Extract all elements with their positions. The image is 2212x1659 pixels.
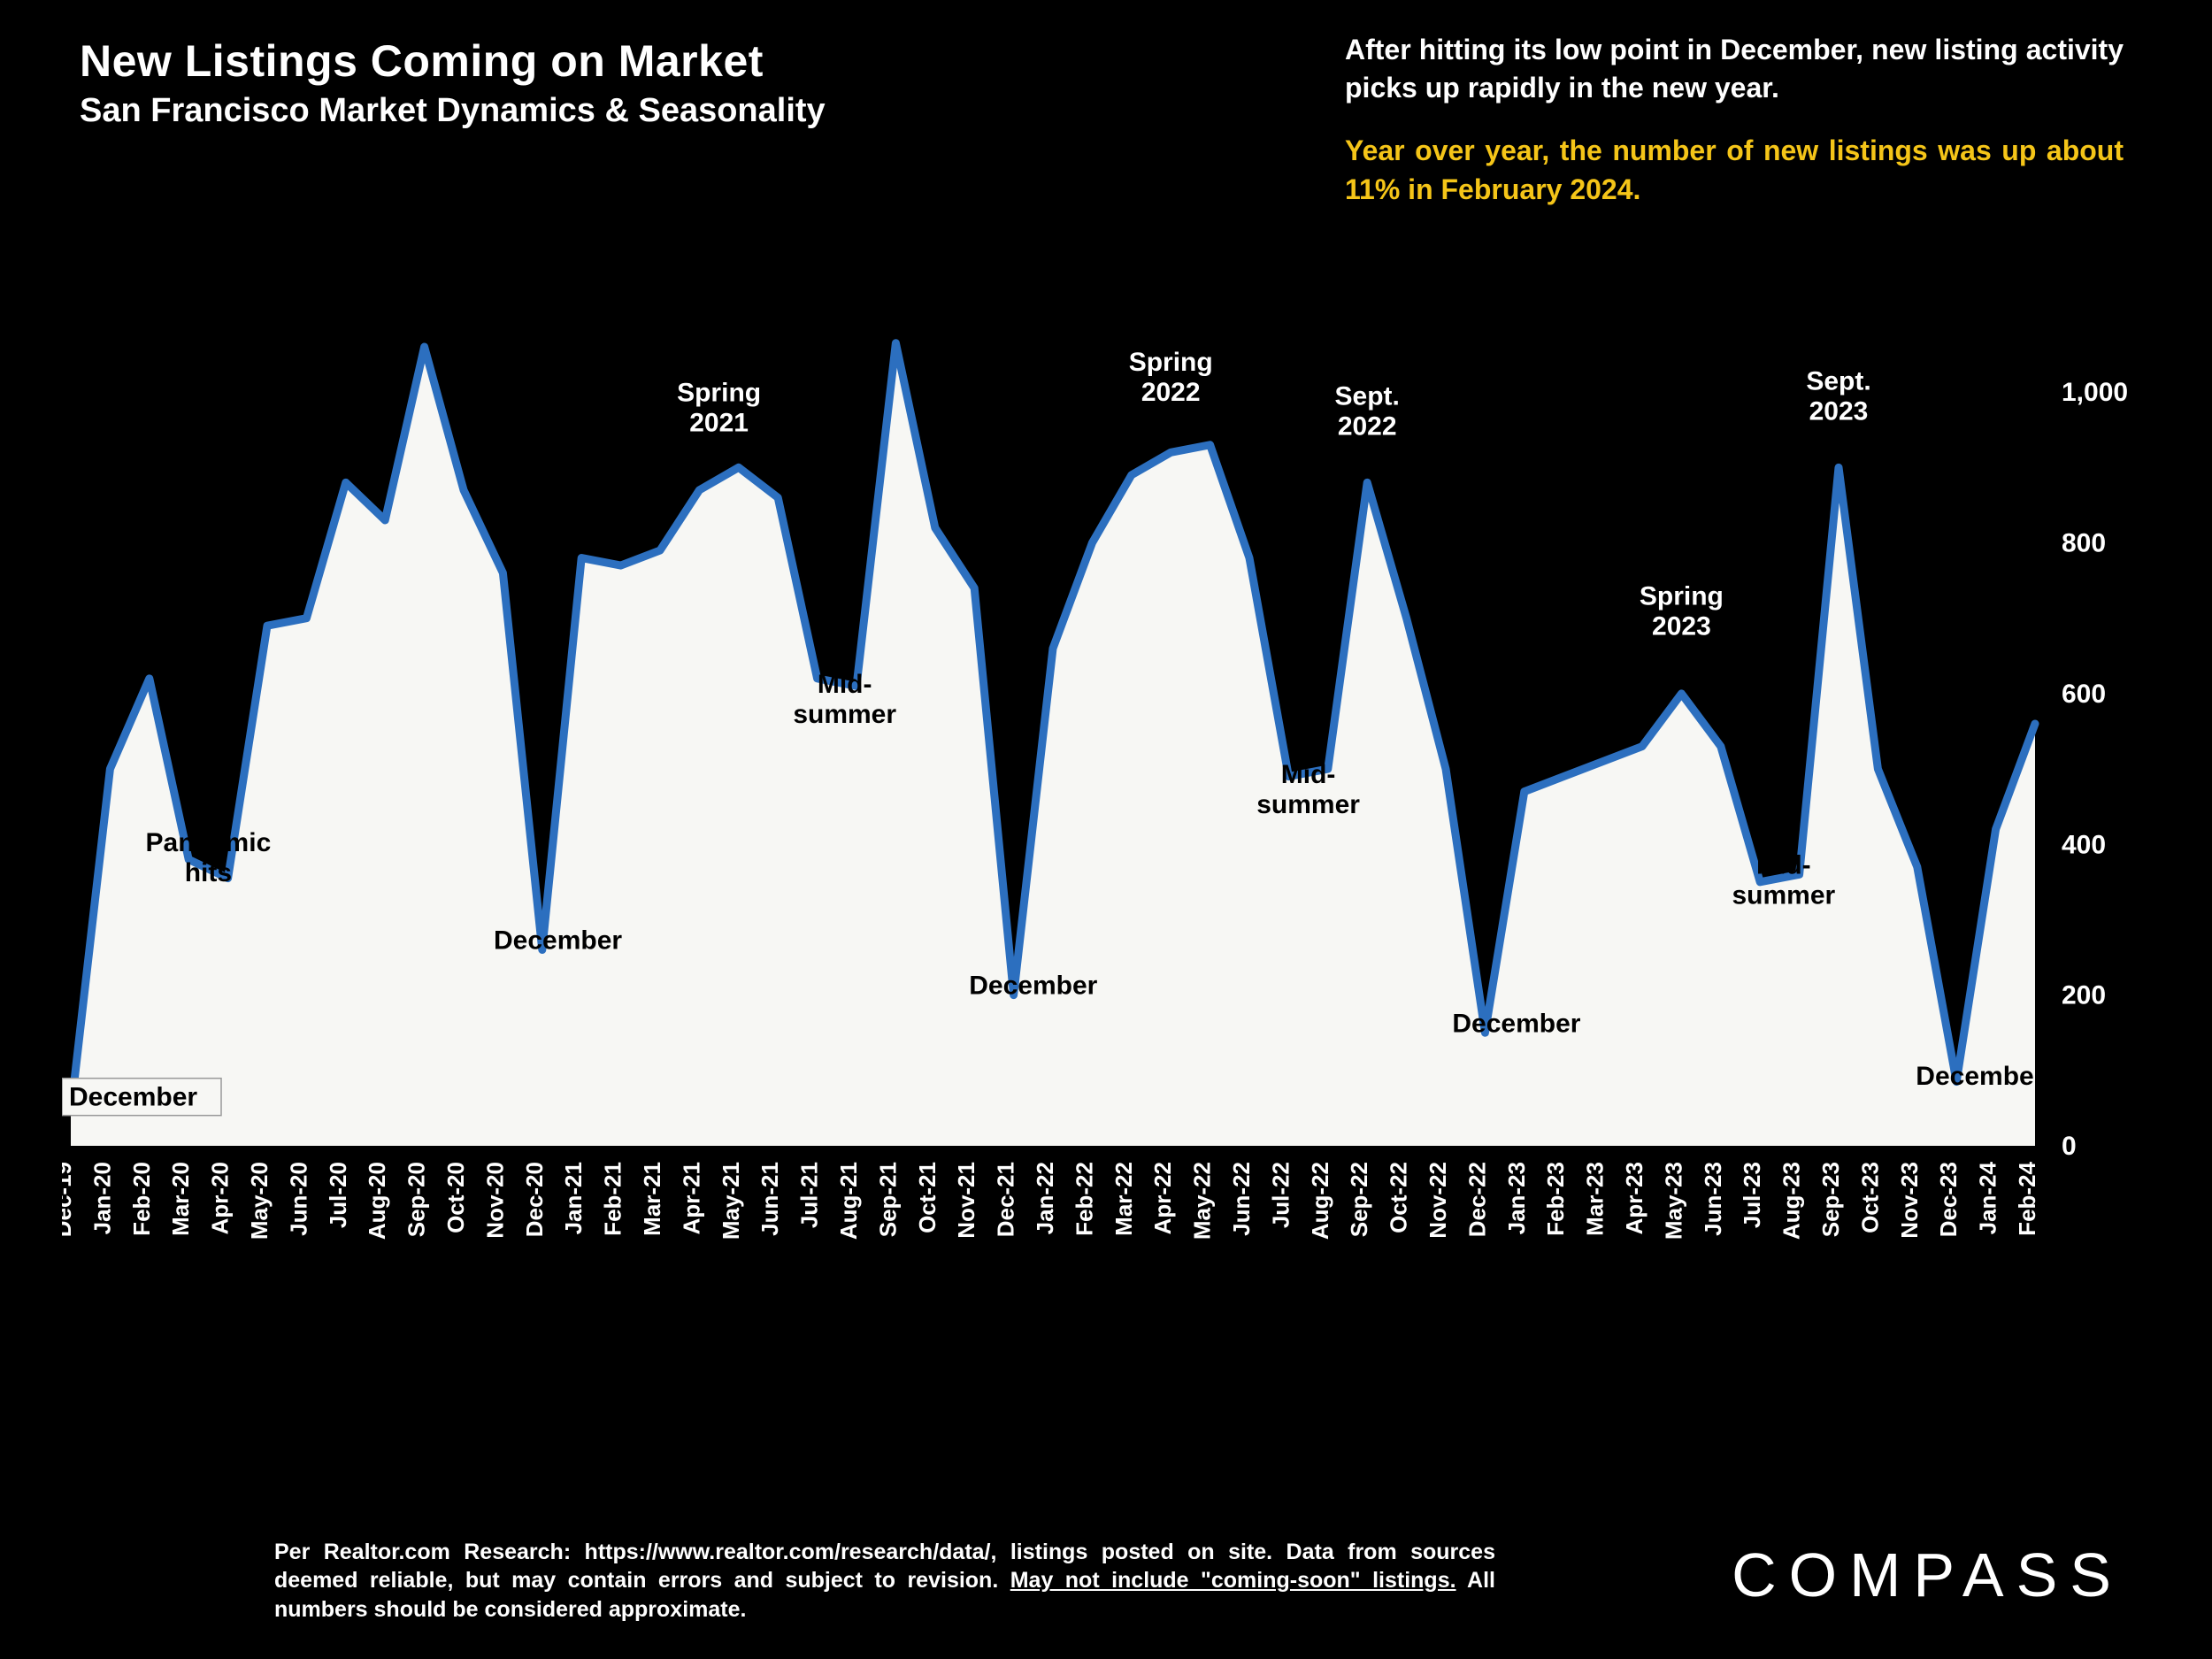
x-tick-label: Dec-21 [993, 1162, 1019, 1237]
x-tick-label: Jan-20 [88, 1162, 115, 1234]
x-tick-label: Feb-23 [1542, 1162, 1569, 1236]
x-tick-label: Jun-21 [757, 1162, 783, 1236]
x-tick-label: Sep-20 [403, 1162, 430, 1237]
x-tick-label: Oct-23 [1856, 1162, 1883, 1233]
x-tick-label: May-22 [1189, 1162, 1216, 1240]
peak-label: Sept. [1335, 382, 1400, 411]
x-tick-label: Dec-19 [62, 1162, 76, 1237]
trough-label: December [1916, 1062, 2044, 1091]
trough-label: summer [1256, 790, 1360, 819]
x-tick-label: Nov-23 [1896, 1162, 1923, 1239]
peak-label: 2022 [1141, 378, 1201, 407]
peak-label: 2023 [1809, 397, 1869, 426]
x-tick-label: Aug-20 [364, 1162, 390, 1240]
x-tick-label: Sep-21 [874, 1162, 901, 1237]
x-tick-label: Feb-21 [600, 1162, 626, 1236]
x-tick-label: Apr-22 [1149, 1162, 1176, 1234]
x-tick-label: Feb-20 [128, 1162, 155, 1236]
x-tick-label: Apr-20 [207, 1162, 234, 1234]
y-tick-label: 400 [2062, 830, 2106, 859]
peak-label: Spring [1640, 581, 1724, 611]
x-tick-label: Mar-23 [1582, 1162, 1609, 1236]
x-tick-label: Apr-23 [1621, 1162, 1647, 1234]
x-tick-label: Nov-22 [1425, 1162, 1451, 1239]
x-tick-label: Sep-22 [1346, 1162, 1372, 1237]
x-tick-label: Mar-22 [1110, 1162, 1137, 1236]
x-tick-label: Jul-22 [1267, 1162, 1294, 1228]
x-tick-label: Feb-24 [2014, 1161, 2040, 1235]
peak-label: Sept. [1806, 367, 1870, 396]
x-tick-label: Oct-22 [1386, 1162, 1412, 1233]
x-tick-label: Jan-24 [1975, 1161, 2001, 1234]
y-tick-label: 1,000 [2062, 378, 2128, 407]
x-tick-label: Jul-20 [325, 1162, 351, 1228]
x-tick-label: Dec-22 [1463, 1162, 1490, 1237]
trough-label: December [1452, 1009, 1580, 1038]
x-tick-label: Dec-20 [521, 1162, 548, 1237]
footnote: Per Realtor.com Research: https://www.re… [274, 1538, 1495, 1624]
trough-label: Mid- [818, 670, 872, 699]
x-tick-label: Jul-21 [796, 1162, 823, 1228]
x-tick-label: Mar-20 [167, 1162, 194, 1236]
x-tick-label: Jan-22 [1032, 1162, 1058, 1234]
x-tick-label: Nov-20 [481, 1162, 508, 1239]
commentary-line-2: Year over year, the number of new listin… [1345, 132, 2124, 208]
y-tick-label: 200 [2062, 981, 2106, 1010]
trough-label: hits [185, 858, 232, 887]
x-tick-label: Mar-21 [639, 1162, 665, 1236]
y-tick-label: 0 [2062, 1132, 2077, 1161]
x-tick-label: Nov-21 [953, 1162, 979, 1239]
x-tick-label: Sep-23 [1817, 1162, 1844, 1237]
trough-label: summer [1732, 880, 1835, 910]
december-box-label: December [69, 1083, 197, 1112]
x-tick-label: Oct-21 [914, 1162, 941, 1233]
area-fill [71, 343, 2035, 1146]
x-tick-label: Oct-20 [442, 1162, 469, 1233]
y-tick-label: 800 [2062, 529, 2106, 558]
peak-label: Spring [677, 378, 761, 407]
trough-label: Pandemic [146, 828, 272, 857]
x-tick-label: Apr-21 [678, 1162, 704, 1234]
chart-title: New Listings Coming on Market [80, 35, 826, 87]
chart-svg: 0 200 400 600 800 1,000 Dec-19 Jan-20 Feb-20 Mar-… [62, 332, 2132, 1270]
trough-label: summer [793, 700, 896, 729]
x-tick-label: Jan-21 [560, 1162, 587, 1234]
x-tick-label: Aug-23 [1778, 1162, 1805, 1240]
peak-label: Spring [1129, 348, 1213, 377]
x-tick-label: Aug-21 [835, 1162, 862, 1240]
x-tick-label: May-23 [1660, 1162, 1686, 1240]
x-tick-label: Feb-22 [1071, 1162, 1097, 1236]
x-tick-label: Aug-22 [1307, 1162, 1333, 1240]
x-tick-label: May-21 [718, 1162, 744, 1240]
commentary-block: After hitting its low point in December,… [1345, 31, 2124, 209]
x-tick-label: Jun-22 [1228, 1162, 1255, 1236]
trough-label: Mid- [1756, 850, 1811, 879]
x-tick-label: Jan-23 [1503, 1162, 1530, 1234]
trough-label: Mid- [1281, 760, 1336, 789]
chart-subtitle: San Francisco Market Dynamics & Seasonal… [80, 92, 826, 130]
area-chart: 0 200 400 600 800 1,000 Dec-19 Jan-20 Feb-20 Mar-… [62, 332, 2132, 1270]
x-tick-label: Jun-23 [1700, 1162, 1726, 1236]
trough-label: December [969, 972, 1097, 1001]
trough-label: December [494, 926, 622, 956]
commentary-line-1: After hitting its low point in December,… [1345, 31, 2124, 107]
x-tick-label: May-20 [246, 1162, 273, 1240]
title-block: New Listings Coming on Market San Franci… [80, 35, 826, 130]
footnote-part-b: May not include "coming-soon" listings. [1010, 1568, 1456, 1593]
x-tick-label: Jul-23 [1739, 1162, 1765, 1228]
peak-label: 2022 [1338, 412, 1397, 442]
y-tick-label: 600 [2062, 680, 2106, 709]
peak-label: 2021 [689, 408, 749, 437]
x-tick-label: Jun-20 [285, 1162, 311, 1236]
peak-label: 2023 [1652, 611, 1711, 641]
brand-logo: COMPASS [1732, 1540, 2124, 1610]
x-tick-label: Dec-23 [1935, 1162, 1962, 1237]
